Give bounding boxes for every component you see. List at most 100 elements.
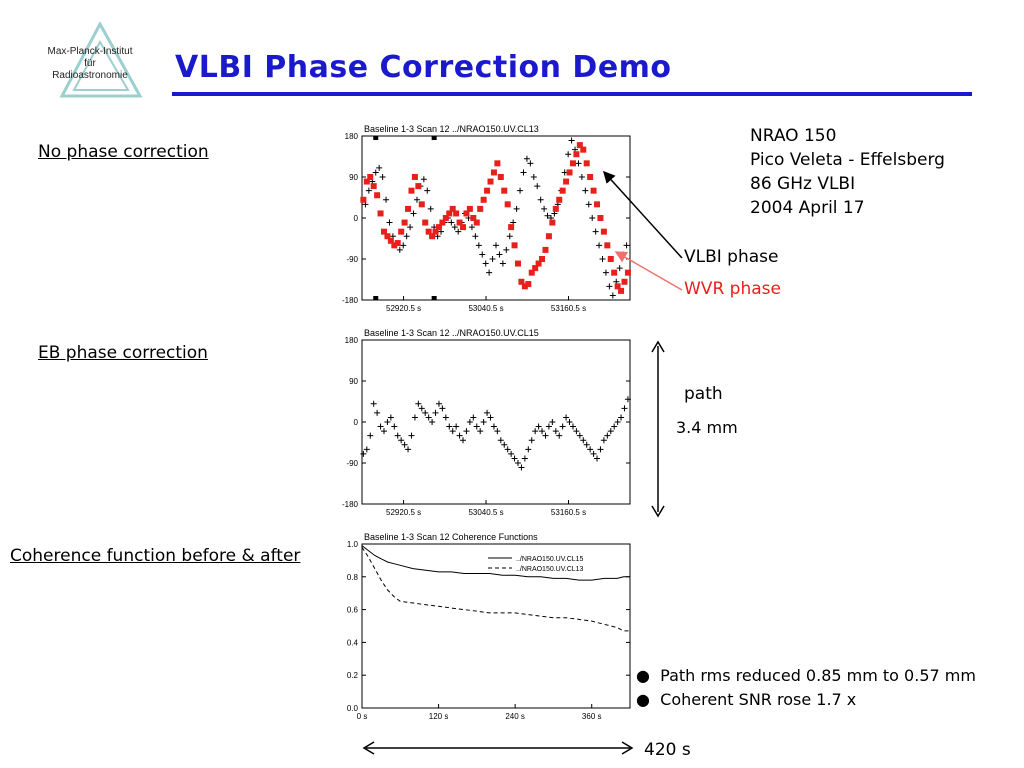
wvr-point <box>569 160 576 167</box>
wvr-point <box>532 265 539 272</box>
vlbi-point <box>618 414 625 421</box>
y-tick-label: 0.0 <box>347 704 359 713</box>
vlbi-point <box>604 432 611 439</box>
wvr-point <box>521 283 528 290</box>
vlbi-point <box>497 437 504 444</box>
wvr-point <box>449 205 456 212</box>
vlbi-point <box>623 242 630 249</box>
chart-header: Baseline 1-3 Scan 12 ../NRAO150.UV.CL13 <box>364 124 539 134</box>
vlbi-point <box>455 228 462 235</box>
wvr-point <box>370 183 377 190</box>
vlbi-point <box>583 441 590 448</box>
legend-label: ../NRAO150.UV.CL15 <box>516 556 584 563</box>
vlbi-point <box>596 242 603 249</box>
vlbi-point <box>576 432 583 439</box>
vlbi-point <box>429 419 436 425</box>
vlbi-point <box>468 224 475 231</box>
vlbi-point <box>587 446 594 453</box>
wvr-point <box>453 210 460 217</box>
vlbi-point <box>607 428 614 435</box>
vlbi-point <box>408 432 415 439</box>
wvr-point <box>563 178 570 185</box>
wvr-point <box>573 151 580 158</box>
y-tick-label: 0.4 <box>347 638 359 647</box>
vlbi-point <box>575 160 582 167</box>
path-label: path <box>684 384 723 404</box>
vlbi-point <box>545 423 552 430</box>
vlbi-point <box>475 242 482 249</box>
vlbi-point <box>374 409 381 416</box>
vlbi-point <box>411 414 418 421</box>
vlbi-point <box>400 242 407 249</box>
title-underline <box>172 92 972 96</box>
wvr-point <box>394 240 401 247</box>
vlbi-point <box>451 224 458 231</box>
x-tick-label: 53160.5 s <box>551 508 586 517</box>
y-tick-label: -180 <box>342 296 359 305</box>
vlbi-point <box>602 269 609 276</box>
x-tick-label: 53040.5 s <box>468 508 503 517</box>
bullet-dot: ● <box>636 690 661 709</box>
info-frequency: 86 GHz VLBI <box>750 174 856 194</box>
wvr-point <box>583 160 590 167</box>
wvr-point <box>511 242 518 249</box>
vlbi-point <box>621 405 628 412</box>
vlbi-point <box>511 455 518 462</box>
wvr-arrow <box>614 251 683 291</box>
vlbi-point <box>592 228 599 235</box>
vlbi-point <box>466 419 473 425</box>
vlbi-point <box>530 174 537 180</box>
coherence-label: Coherence function before & after <box>10 546 301 566</box>
vlbi-point <box>470 414 477 421</box>
wvr-point <box>501 187 508 194</box>
wvr-point <box>480 196 487 203</box>
wvr-point <box>432 228 439 235</box>
wvr-point <box>559 187 566 194</box>
x-tick-label: 52920.5 s <box>386 508 421 517</box>
eb-correction-label: EB phase correction <box>38 343 208 363</box>
vlbi-point <box>614 419 621 425</box>
vlbi-point <box>383 196 390 203</box>
y-tick-label: 180 <box>345 336 359 345</box>
wvr-point <box>422 219 429 226</box>
y-tick-label: 90 <box>349 377 358 386</box>
vlbi-point <box>396 246 403 253</box>
bullet-dot: ● <box>636 666 661 685</box>
institute-logo: Max-Planck-Institut für Radioastronomie <box>47 22 143 98</box>
info-date: 2004 April 17 <box>750 198 865 218</box>
vlbi-point <box>520 169 527 176</box>
y-tick-label: -90 <box>346 459 358 468</box>
wvr-point <box>514 260 521 267</box>
wvr-point <box>456 219 463 226</box>
vlbi-point <box>580 437 587 444</box>
vlbi-point <box>518 464 525 471</box>
wvr-point <box>473 219 480 226</box>
vlbi-point <box>410 210 417 217</box>
vlbi-point <box>427 205 434 212</box>
vlbi-point <box>367 432 374 439</box>
logo-triangle-inner <box>72 39 130 91</box>
logo-line-2: für <box>84 58 96 69</box>
series-line-cl15 <box>361 545 630 581</box>
vlbi-point <box>487 414 494 421</box>
vlbi-point <box>535 423 542 430</box>
vlbi-point <box>446 423 453 430</box>
wvr-point <box>391 242 398 249</box>
wvr-point <box>439 219 446 226</box>
wvr-point <box>360 196 367 203</box>
path-range-arrow <box>651 340 665 518</box>
wvr-point <box>470 215 477 221</box>
wvr-point <box>446 210 453 217</box>
edge-marker <box>431 296 437 300</box>
vlbi-point <box>523 155 530 162</box>
wvr-point <box>621 278 628 285</box>
vlbi-point <box>611 423 618 430</box>
wvr-point <box>442 215 449 221</box>
x-tick-label: 53040.5 s <box>468 304 503 313</box>
wvr-point <box>398 228 405 235</box>
vlbi-point <box>566 419 573 425</box>
vlbi-point <box>499 260 506 267</box>
wvr-point <box>380 228 387 235</box>
vlbi-point <box>401 441 408 448</box>
vlbi-point <box>568 137 575 144</box>
